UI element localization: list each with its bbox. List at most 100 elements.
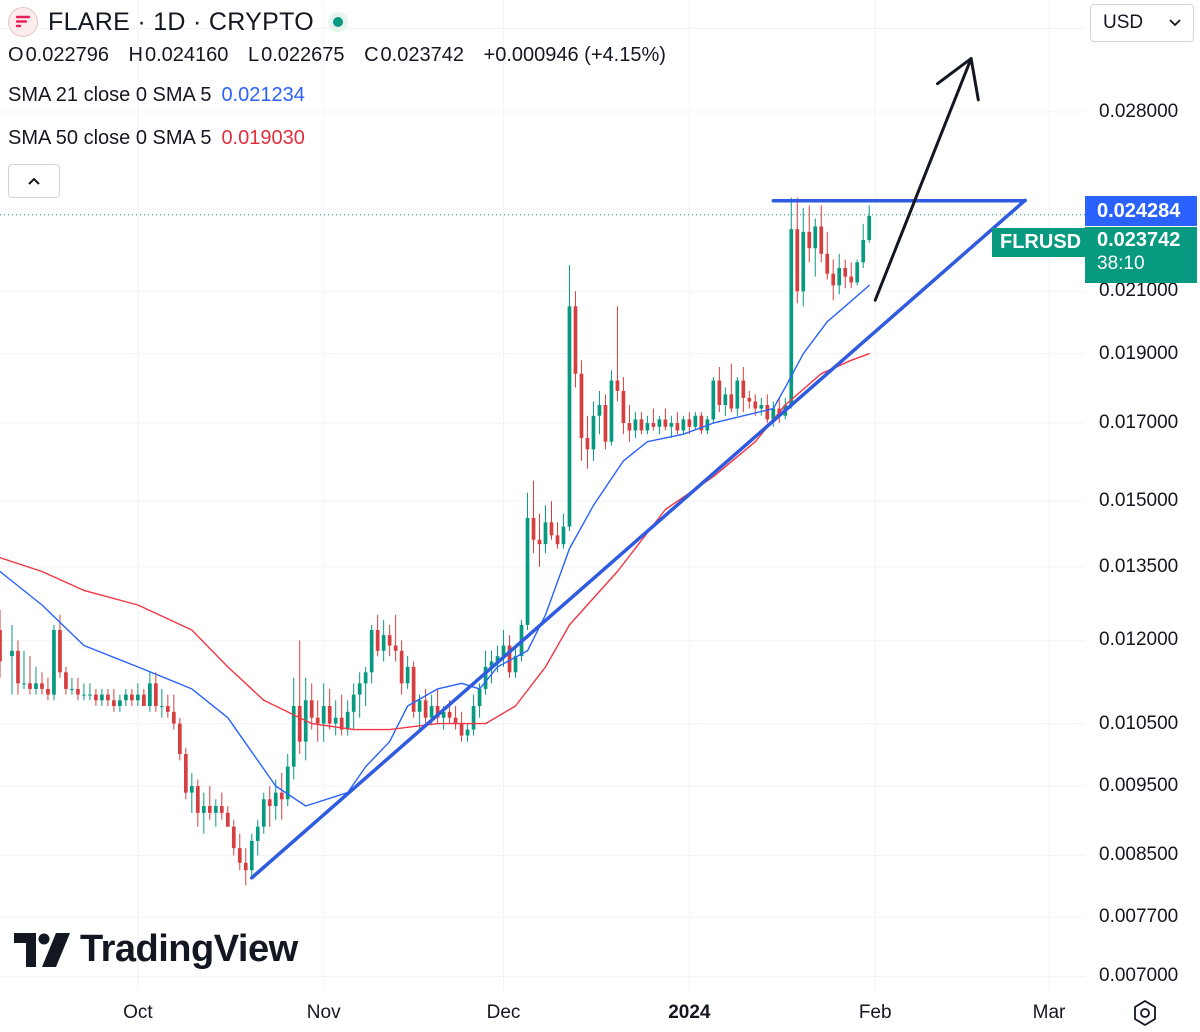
candle-body [849, 276, 854, 283]
candle-body [627, 423, 632, 431]
candle-body [261, 799, 266, 827]
candle-body [723, 394, 728, 405]
candle-body [693, 415, 698, 427]
bar-countdown: 38:10 [1097, 253, 1145, 274]
candle-body [106, 694, 110, 701]
candle-body [219, 806, 224, 813]
tradingview-watermark[interactable]: TradingView [14, 928, 298, 971]
candle-body [213, 806, 218, 813]
price-axis[interactable]: 0.0320000.0280000.0210000.0190000.017000… [1085, 0, 1200, 990]
candle-body [441, 711, 446, 718]
time-axis[interactable]: Oct Nov Dec 2024 Feb Mar [0, 990, 1085, 1032]
candle-body [46, 688, 50, 695]
candle-body [423, 700, 428, 718]
x-tick-label: Oct [123, 1002, 153, 1023]
candle-body [153, 683, 158, 707]
candle-body [699, 415, 704, 431]
candle-body [100, 694, 104, 701]
candle-body [789, 229, 794, 405]
candle-body [291, 706, 296, 767]
y-tick-label: 0.013500 [1099, 555, 1179, 577]
candle-body [429, 706, 434, 718]
symbol-row[interactable]: FLARE · 1D · CRYPTO [8, 4, 666, 40]
market-status-icon[interactable] [327, 12, 348, 32]
sma50-legend[interactable]: SMA 50 close 0 SMA 5 0.019030 [8, 117, 666, 160]
sma50-line [0, 353, 870, 731]
candle-body [28, 683, 32, 689]
candle-body [525, 517, 530, 625]
arrow-head [935, 57, 980, 102]
x-tick-label: Mar [1032, 1002, 1066, 1023]
candle-body [405, 666, 410, 684]
candle-body [513, 656, 518, 673]
candle-body [381, 635, 386, 651]
candle-body [795, 229, 800, 292]
candle-body [453, 717, 458, 724]
candle-body [837, 267, 842, 286]
y-tick-label: 0.015000 [1099, 490, 1179, 512]
candle-body [495, 656, 500, 662]
candle-body [537, 539, 542, 545]
candle-body [657, 419, 662, 427]
watermark-text: TradingView [80, 928, 298, 970]
candle-body [681, 419, 686, 431]
candle-body [861, 239, 866, 263]
candle-body [867, 215, 872, 240]
candle-body [771, 408, 776, 420]
symbol-title[interactable]: FLARE · 1D · CRYPTO [48, 7, 314, 36]
candle-body [58, 630, 62, 673]
candle-body [231, 826, 236, 849]
collapse-legend-button[interactable] [8, 164, 60, 198]
candle-body [555, 535, 560, 545]
candle-body [549, 522, 554, 536]
candle-body [507, 645, 512, 673]
candle-body [0, 630, 2, 662]
candle-body [279, 792, 284, 800]
sma21-line [0, 284, 870, 807]
candle-body [34, 683, 38, 689]
candle-body [285, 766, 290, 800]
candle-body [753, 401, 758, 409]
candle-body [10, 650, 14, 657]
candle-body [459, 723, 464, 736]
change-value: +0.000946 (+4.15%) [483, 44, 666, 66]
candle-body [76, 688, 80, 695]
currency-selector[interactable]: USD [1090, 4, 1194, 42]
x-tick-label: Feb [858, 1002, 892, 1023]
candle-body [393, 645, 398, 651]
candle-body [741, 380, 746, 398]
symbol-price-tag: FLRUSD [992, 228, 1090, 257]
chevron-up-icon [28, 177, 40, 185]
currency-label: USD [1103, 12, 1144, 33]
flare-logo-icon [8, 7, 38, 37]
candle-body [543, 522, 548, 545]
y-tick-label: 0.019000 [1099, 342, 1179, 364]
candle-body [255, 826, 260, 841]
candle-body [639, 419, 644, 431]
candle-body [375, 630, 380, 651]
chart-area[interactable] [0, 0, 1085, 990]
candle-body [465, 729, 470, 736]
candle-body [435, 706, 440, 718]
trendline-support [250, 198, 1027, 880]
candle-body [843, 267, 848, 277]
candle-body [477, 688, 482, 707]
chart-settings-icon[interactable] [1130, 998, 1160, 1028]
last-price-value: 0.023742 [1097, 229, 1181, 251]
y-tick-label: 0.009500 [1099, 775, 1179, 797]
ohlc-values: O 0.022796 H 0.024160 L 0.022675 C 0.023742 … [8, 44, 666, 66]
candle-body [309, 700, 314, 718]
candle-body [621, 390, 626, 424]
candle-body [165, 706, 170, 712]
candle-body [411, 666, 416, 712]
candle-body [195, 786, 200, 813]
candle-body [855, 262, 860, 283]
candle-body [471, 706, 476, 730]
y-tick-label: 0.008500 [1099, 844, 1179, 866]
candle-body [447, 711, 452, 718]
sma21-legend[interactable]: SMA 21 close 0 SMA 5 0.021234 [8, 74, 666, 117]
candle-body [813, 226, 818, 249]
y-tick-label: 0.021000 [1099, 280, 1179, 302]
price-chart[interactable] [0, 0, 1085, 990]
candle-body [687, 419, 692, 427]
